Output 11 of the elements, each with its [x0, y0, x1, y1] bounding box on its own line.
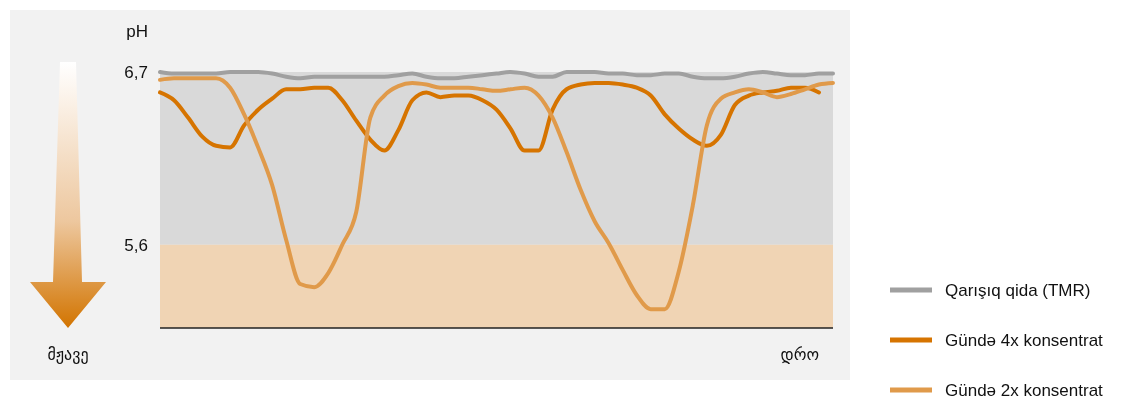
y-axis-title: pH: [126, 22, 148, 41]
legend-label: Gündə 4x konsentrat: [945, 331, 1104, 350]
line-series: [158, 80, 821, 153]
legend-label: Qarışıq qida (TMR): [945, 281, 1091, 300]
y-tick-label: 5,6: [124, 235, 148, 255]
y-tick-label: 6,7: [124, 62, 148, 82]
legend-label: Gündə 2x konsentrat: [945, 381, 1104, 400]
line-series: [158, 76, 835, 312]
x-axis-title: დრო: [780, 346, 819, 364]
line-series: [158, 70, 835, 81]
text: მჟავე: [47, 346, 89, 364]
